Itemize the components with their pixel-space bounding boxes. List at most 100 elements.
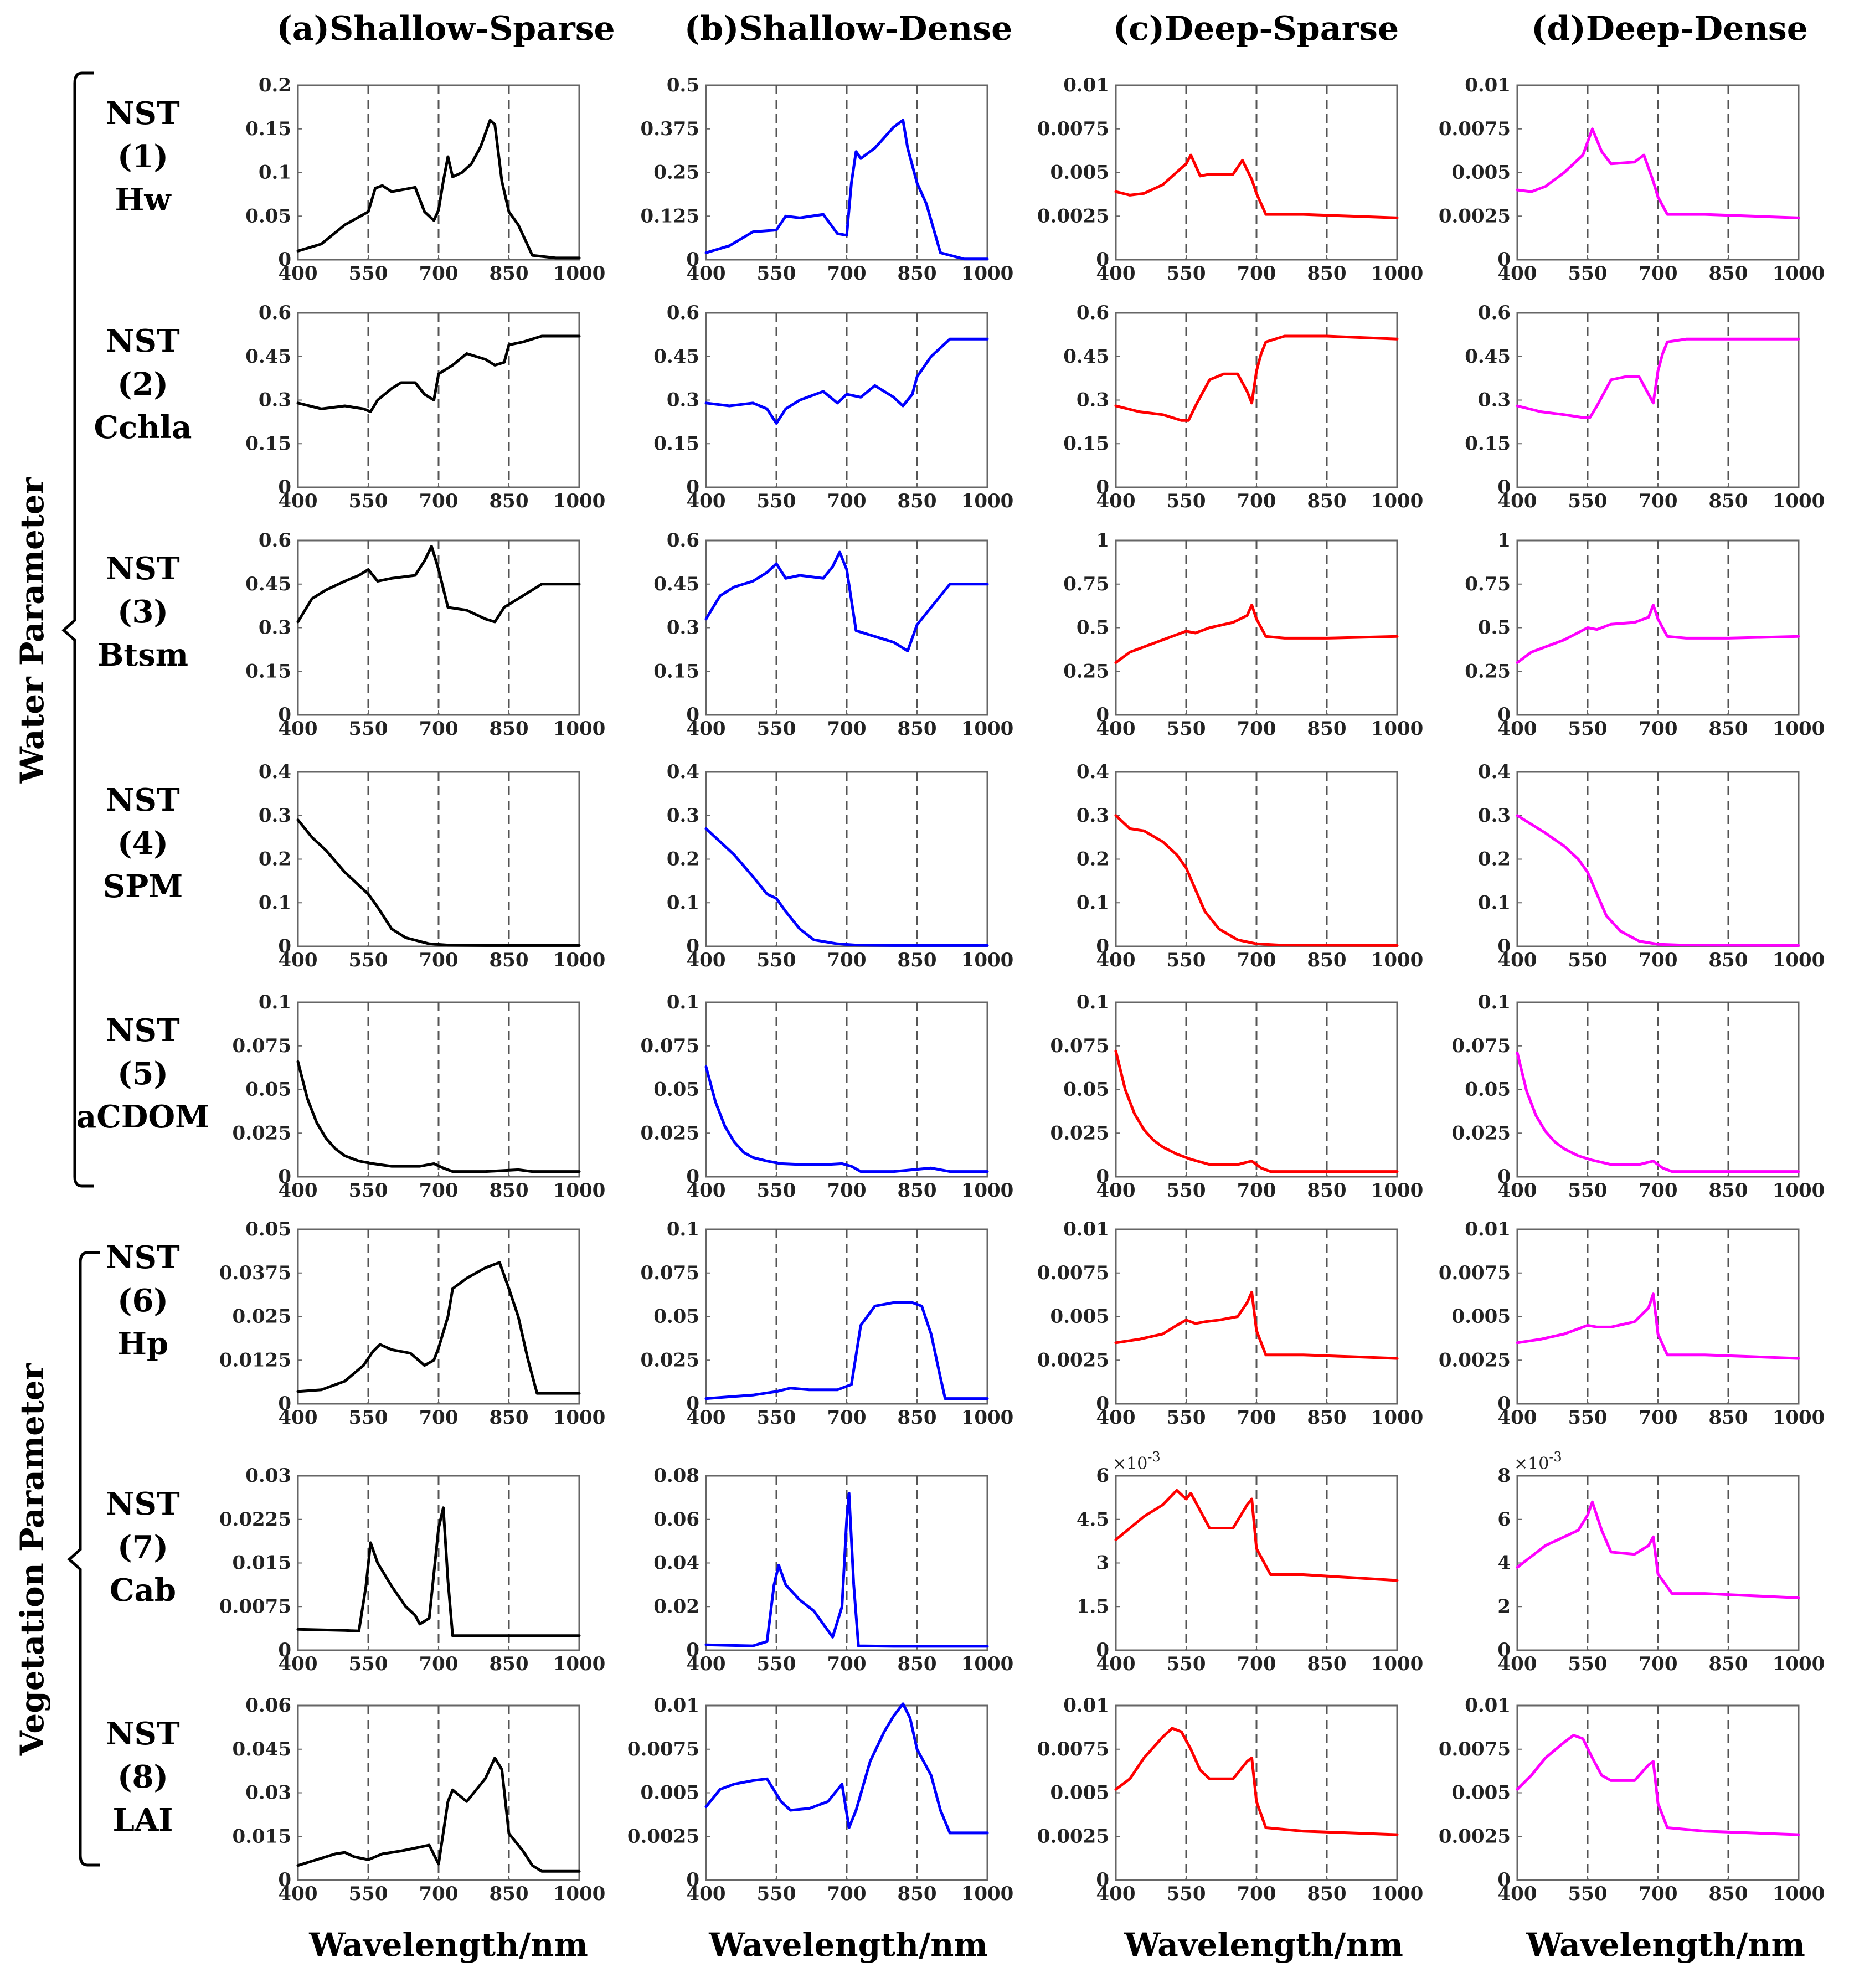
panel: 400 550 700 850 1000 0 0.025 0.05 0.075 0.1 [1452, 991, 1825, 1202]
row-label-line: SPM [103, 868, 183, 905]
row-label-line: (8) [117, 1759, 168, 1795]
y-tick-label: 0.3 [667, 805, 699, 827]
spectrum-line [296, 818, 581, 947]
panel: 400 550 700 850 1000 0 0.1 0.2 0.3 0.4 [259, 761, 605, 971]
spectrum-line [296, 334, 581, 413]
x-tick-label: 850 [1709, 262, 1748, 285]
column-title: (a)Shallow-Sparse [276, 9, 615, 48]
x-tick-label: 400 [1498, 1407, 1537, 1429]
x-tick-label: 1000 [961, 1407, 1014, 1429]
x-tick-label: 550 [757, 949, 796, 971]
y-tick-label: 0.45 [653, 346, 699, 368]
x-tick-label: 700 [1237, 490, 1276, 512]
x-tick-label: 700 [827, 1407, 867, 1429]
x-tick-label: 850 [1307, 1883, 1347, 1905]
x-tick-label: 850 [490, 262, 529, 285]
x-tick-label: 550 [1568, 490, 1608, 512]
x-tick-label: 400 [687, 1407, 726, 1429]
y-tick-label: 0 [1497, 476, 1511, 498]
y-tick-label: 0.0075 [1037, 118, 1109, 140]
x-tick-label: 400 [1096, 718, 1136, 740]
y-tick-label: 0.15 [245, 118, 291, 140]
spectrum-line [704, 550, 989, 652]
row-label-line: NST [106, 1239, 180, 1276]
x-tick-label: 850 [490, 1407, 529, 1429]
x-tick-label: 1000 [1773, 1883, 1825, 1905]
row-label-line: (1) [117, 138, 168, 175]
x-tick-label: 400 [279, 1180, 318, 1202]
x-tick-label: 400 [1096, 949, 1136, 971]
y-tick-label: 0.45 [653, 573, 699, 595]
vegetation-parameter-bracket [67, 1251, 100, 1867]
y-tick-label: 0.4 [1478, 761, 1511, 783]
y-tick-label: 0.05 [245, 1218, 291, 1240]
y-tick-label: 0.0025 [1037, 1349, 1109, 1371]
x-tick-label: 700 [1237, 949, 1276, 971]
column-title: (d)Deep-Dense [1531, 9, 1808, 48]
y-tick-label: 0.6 [259, 302, 291, 324]
spectrum-line [296, 1757, 581, 1873]
x-tick-label: 700 [419, 718, 459, 740]
y-tick-label: 0.3 [1478, 389, 1511, 411]
y-tick-label: 0.3 [259, 805, 291, 827]
x-tick-label: 1000 [1371, 262, 1424, 285]
panel: 400 550 700 850 1000 0 0.0025 0.005 0.0075 0.01 [1037, 1218, 1423, 1429]
x-tick-label: 550 [349, 1883, 388, 1905]
x-tick-label: 400 [1498, 1180, 1537, 1202]
x-tick-label: 1000 [1773, 262, 1825, 285]
y-tick-label: 0.6 [1077, 302, 1109, 324]
spectrum-line [1516, 337, 1800, 419]
y-tick-label: 0.0225 [219, 1508, 291, 1531]
x-tick-label: 700 [827, 262, 867, 285]
row-labels: NST (1) Hw NST (2) Cchla NST (3) Btsm NST (4) SPM NS… [76, 95, 209, 1838]
y-tick-label: 0.0075 [1037, 1738, 1109, 1760]
panel: 400 550 700 850 1000 0 0.15 0.3 0.45 0.6 [653, 529, 1013, 740]
y-tick-label: 0.0075 [627, 1738, 699, 1760]
row-label-line: Cab [110, 1572, 176, 1609]
y-tick-label: 0.06 [245, 1695, 291, 1717]
x-tick-label: 400 [687, 1653, 726, 1675]
panel: 400 550 700 850 1000 0 0.1 0.2 0.3 0.4 [1478, 761, 1825, 971]
y-tick-label: 2 [1497, 1595, 1511, 1618]
row-label-line: NST [106, 95, 180, 132]
column-title: (b)Shallow-Dense [684, 9, 1013, 48]
y-tick-label: 0 [1096, 1639, 1109, 1661]
row-label-line: (4) [117, 825, 168, 862]
water-parameter-label: Water Parameter [13, 476, 51, 784]
panel: 400 550 700 850 1000 0 2 4 6 8×10-3 [1497, 1449, 1825, 1675]
x-tick-label: 700 [419, 1653, 459, 1675]
y-tick-label: 0.3 [667, 617, 699, 639]
y-tick-label: 0.4 [1077, 761, 1109, 783]
panel: 400 550 700 850 1000 0 0.15 0.3 0.45 0.6 [1063, 302, 1423, 512]
y-tick-label: 0 [278, 476, 291, 498]
x-tick-label: 550 [757, 262, 796, 285]
spectrum-line [704, 1702, 989, 1835]
y-tick-label: 0.01 [653, 1695, 699, 1717]
spectrum-line [1516, 1500, 1800, 1599]
spectrum-line [1114, 334, 1399, 422]
x-tick-label: 700 [1639, 1883, 1678, 1905]
x-tick-label: 550 [349, 949, 388, 971]
y-tick-label: 0 [278, 1869, 291, 1891]
y-tick-label: 0.0025 [1037, 205, 1109, 227]
y-tick-label: 0.1 [259, 892, 291, 914]
x-tick-label: 850 [490, 949, 529, 971]
panel: 400 550 700 850 1000 0 0.025 0.05 0.075 0.1 [641, 991, 1014, 1202]
y-tick-label: 0.01 [1063, 74, 1109, 96]
vegetation-parameter-label: Vegetation Parameter [13, 1362, 51, 1756]
y-tick-label: 0.1 [667, 892, 699, 914]
y-tick-label: 0.025 [1050, 1122, 1109, 1144]
y-tick-label: 0.025 [1452, 1122, 1511, 1144]
y-tick-label: 0.1 [667, 1218, 699, 1240]
x-tick-label: 550 [1568, 1653, 1608, 1675]
y-tick-label: 0.005 [1050, 162, 1109, 184]
x-tick-label: 550 [757, 490, 796, 512]
y-tick-label: 0.1 [667, 991, 699, 1013]
y-tick-label: 0 [278, 1639, 291, 1661]
x-tick-label: 400 [279, 718, 318, 740]
x-tick-label: 400 [687, 949, 726, 971]
x-tick-label: 1000 [553, 1407, 606, 1429]
y-tick-label: 0 [1497, 1639, 1511, 1661]
x-tick-label: 550 [1568, 262, 1608, 285]
